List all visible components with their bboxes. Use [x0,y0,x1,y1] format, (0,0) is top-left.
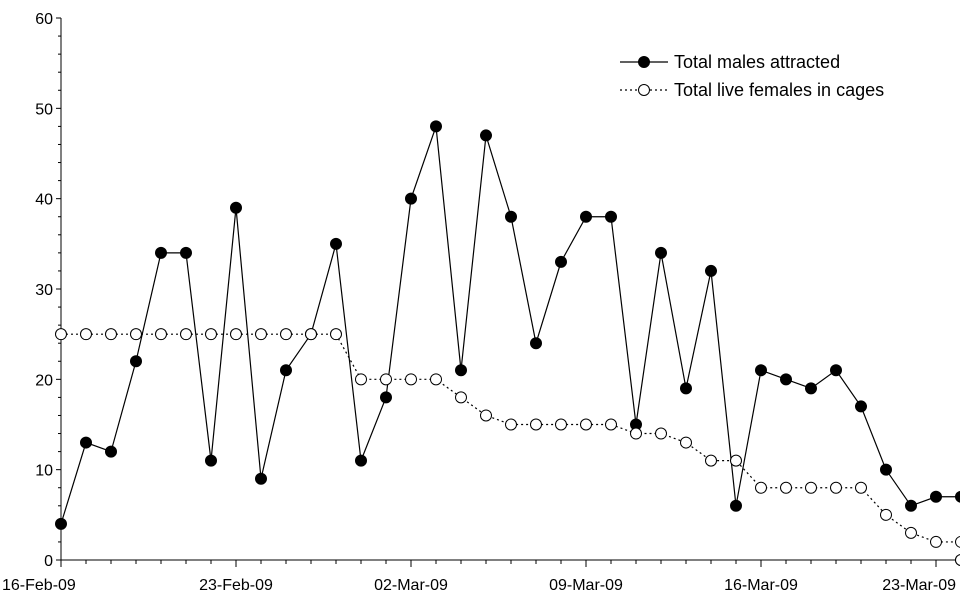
x-tick-label: 16-Feb-09 [2,577,76,594]
axes: 0 10 20 30 40 50 60 16-Feb-09 23-Feb-09 02-Mar-09… [2,11,960,594]
data-point [405,373,417,386]
data-point [130,328,142,341]
data-point [80,436,92,449]
data-point [905,499,917,512]
data-point [255,328,267,341]
data-point [705,454,717,467]
data-point [530,337,542,350]
data-point [430,373,442,386]
data-point [880,463,892,476]
series-males [55,120,960,566]
y-tick-label: 60 [35,11,53,28]
data-point [205,454,217,467]
data-point [830,481,842,494]
data-point [480,409,492,422]
series-line-males [60,126,960,525]
data-point [655,246,667,259]
data-point [80,328,92,341]
data-point [105,328,117,341]
data-point [380,373,392,386]
data-point [880,508,892,521]
data-point [205,328,217,341]
data-point [530,418,542,431]
data-point [405,192,417,205]
legend-label: Total live females in cages [674,80,884,100]
y-tick-label: 10 [35,463,53,480]
x-tick-label: 02-Mar-09 [374,577,448,594]
data-point [505,210,517,223]
series-females [55,328,960,566]
data-point [930,535,942,548]
data-point [780,373,792,386]
y-tick-label: 20 [35,372,53,389]
data-point [680,382,692,395]
data-point [330,237,342,250]
series-layer [55,120,960,566]
data-point [605,418,617,431]
data-point [855,481,867,494]
data-point [330,328,342,341]
data-point [155,328,167,341]
data-point [555,255,567,268]
data-point [580,418,592,431]
data-point [230,328,242,341]
data-point [905,526,917,539]
data-point [780,481,792,494]
x-tick-label: 16-Mar-09 [724,577,798,594]
y-tick-label: 50 [35,101,53,118]
data-point [130,355,142,368]
data-point [930,490,942,503]
data-point [155,246,167,259]
legend-label: Total males attracted [674,52,840,72]
data-point [55,328,67,341]
legend-marker [638,56,650,68]
data-point [655,427,667,440]
data-point [605,210,617,223]
legend: Total males attracted Total live females … [620,52,884,100]
data-point [730,454,742,467]
legend-marker [638,84,650,96]
data-point [280,364,292,377]
data-point [630,427,642,440]
data-point [355,454,367,467]
data-point [380,391,392,404]
data-point [755,481,767,494]
data-point [480,129,492,142]
data-point [105,445,117,458]
y-tick-label: 30 [35,282,53,299]
data-point [280,328,292,341]
y-tick-label: 0 [44,553,53,570]
data-point [830,364,842,377]
data-point [355,373,367,386]
data-point [430,120,442,133]
data-point [55,517,67,530]
data-point [955,490,960,503]
data-point [180,246,192,259]
data-point [455,364,467,377]
data-point [680,436,692,449]
data-point [955,536,960,548]
x-tick-label: 23-Feb-09 [199,577,273,594]
data-point [455,391,467,404]
data-point [730,499,742,512]
data-point [805,481,817,494]
data-point [230,201,242,214]
data-point [755,364,767,377]
data-point [580,210,592,223]
data-point [705,264,717,277]
data-point [505,418,517,431]
data-point [305,328,317,341]
data-point [955,554,960,566]
data-point [805,382,817,395]
data-point [255,472,267,485]
y-tick-label: 40 [35,192,53,209]
series-line-females [61,333,960,543]
data-point [855,400,867,413]
data-point [555,418,567,431]
x-tick-label: 23-Mar-09 [882,577,956,594]
x-tick-label: 09-Mar-09 [549,577,623,594]
data-point [180,328,192,341]
